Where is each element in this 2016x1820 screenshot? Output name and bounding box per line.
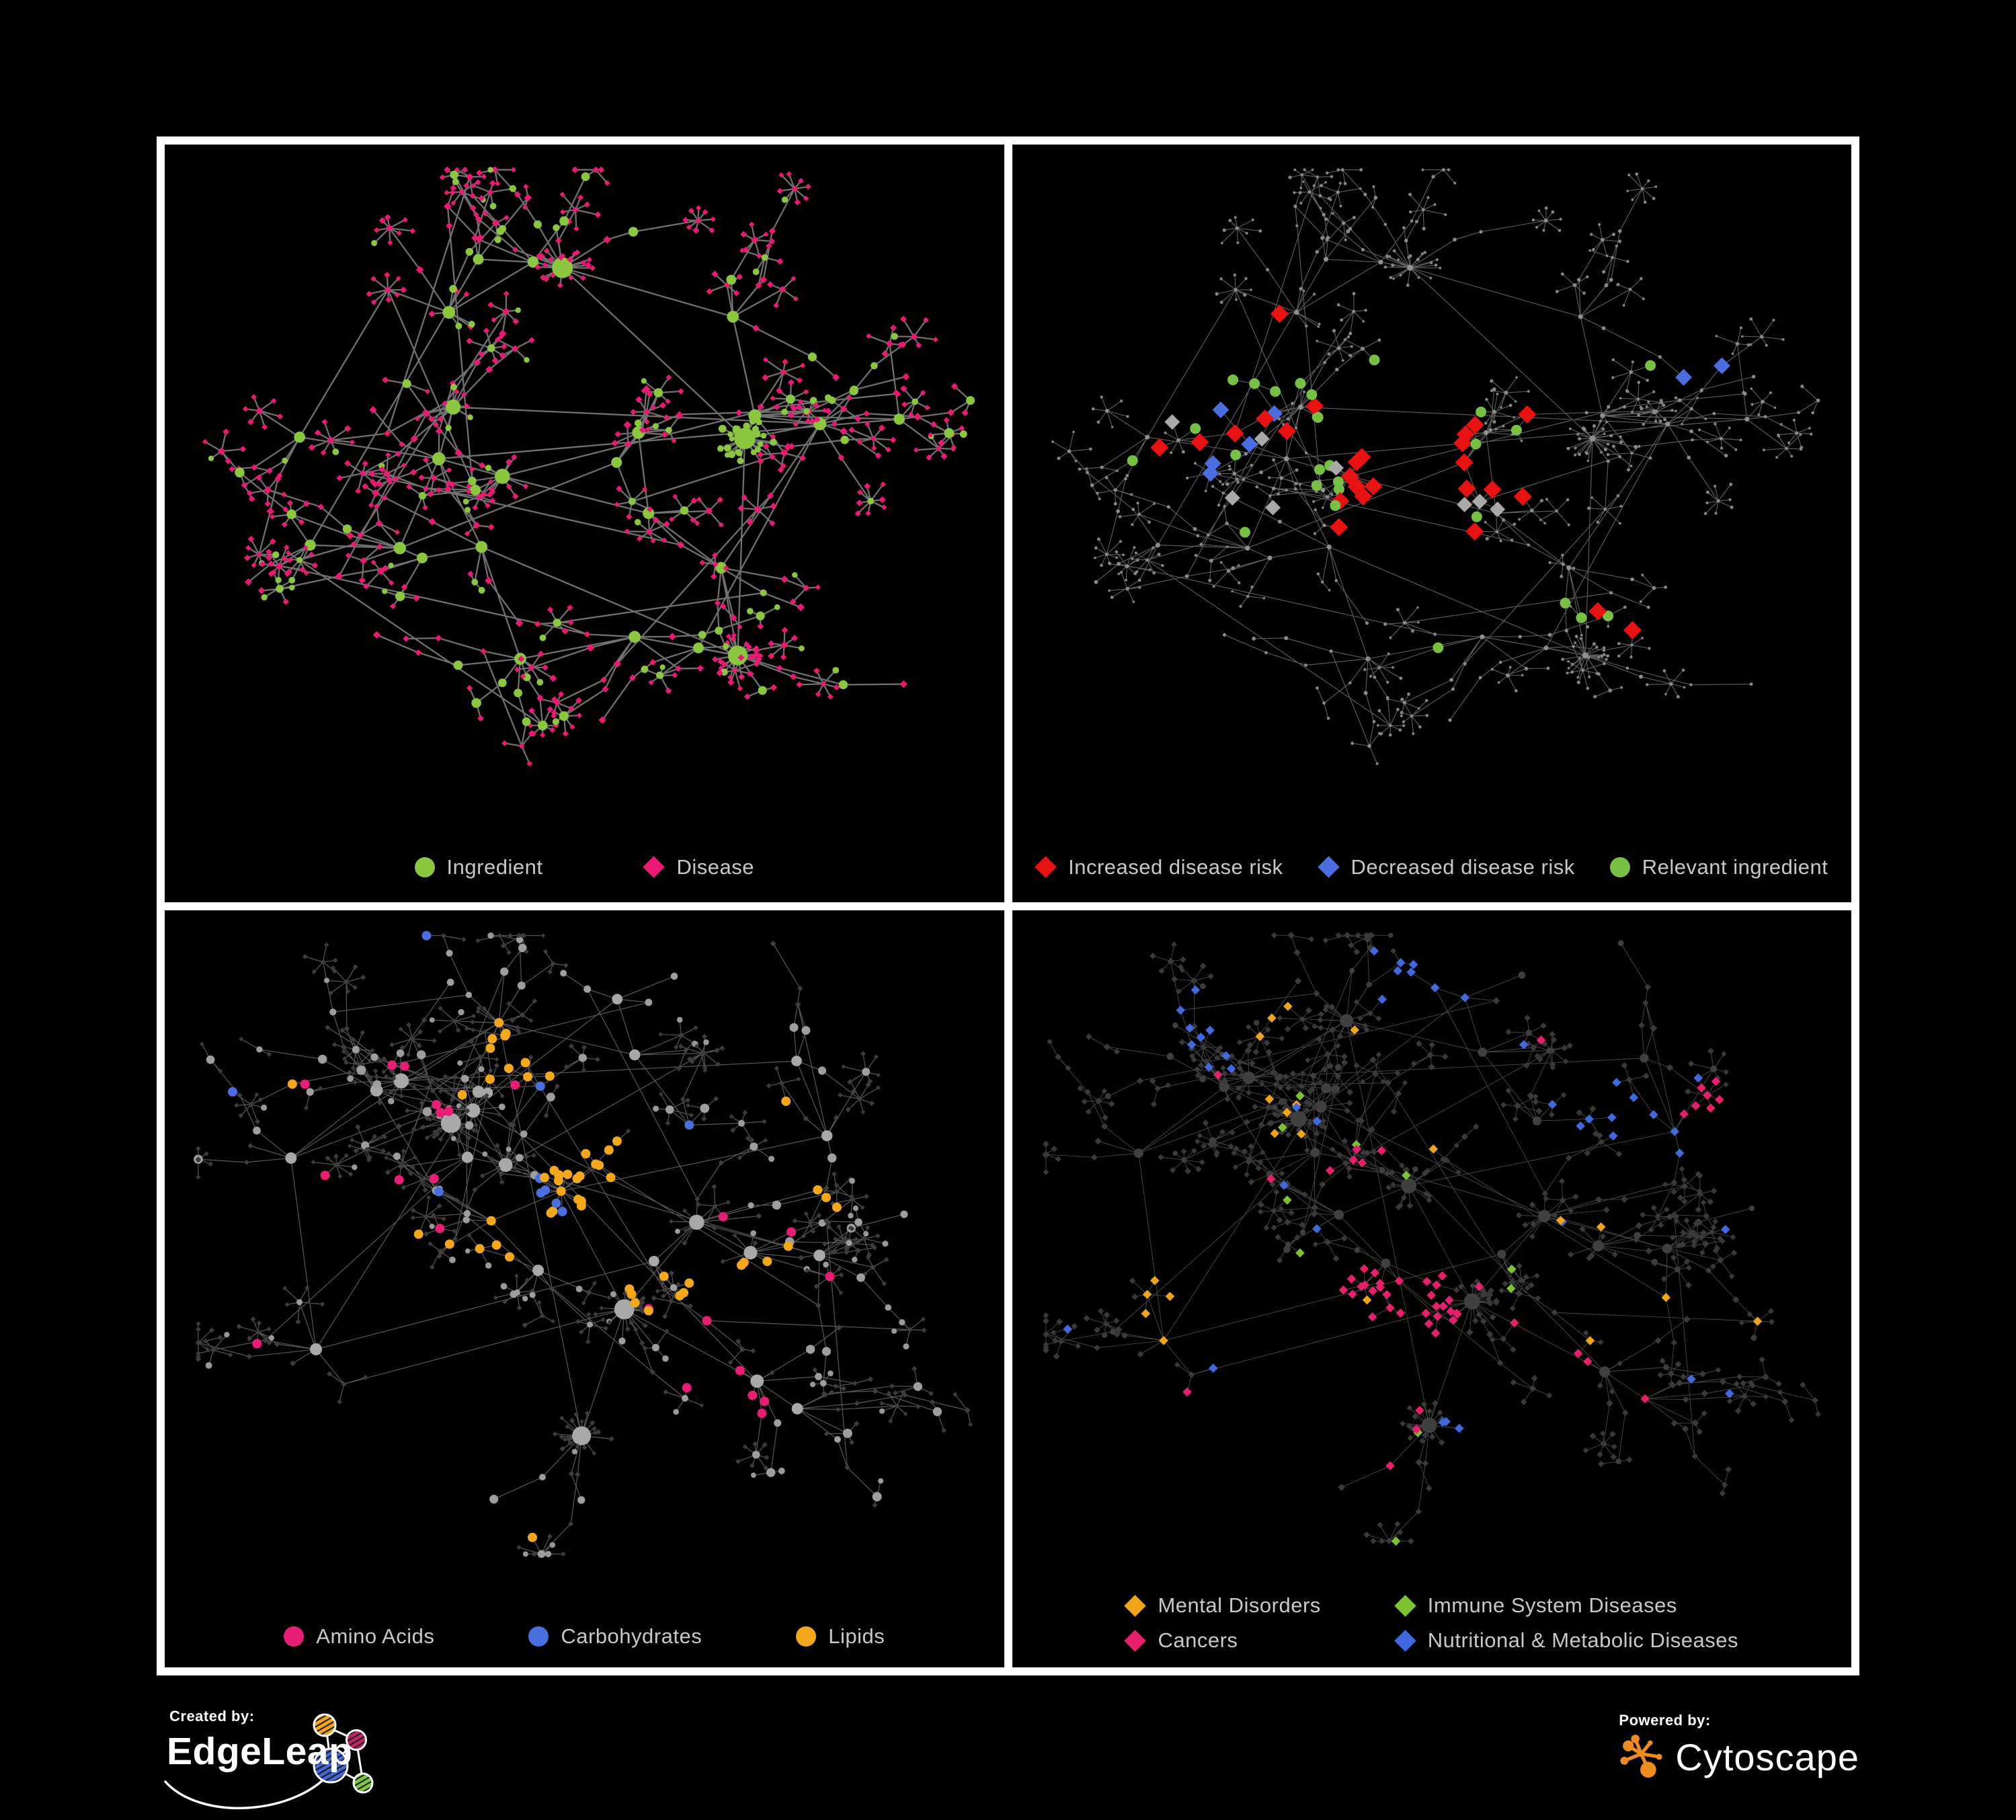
increased-risk-swatch-icon bbox=[1035, 856, 1057, 878]
amino-acids-swatch-icon bbox=[284, 1626, 305, 1647]
panel-disease-risk-network: Increased disease risk Decreased disease… bbox=[1012, 145, 1852, 902]
legend-label: Carbohydrates bbox=[561, 1624, 702, 1648]
cancers-swatch-icon bbox=[1124, 1629, 1147, 1652]
legend-item-nutritional-metabolic-diseases: Nutritional & Metabolic Diseases bbox=[1394, 1628, 1739, 1653]
carbohydrates-swatch-icon bbox=[528, 1626, 549, 1647]
panel-frame: Ingredient Disease Increased disease ris… bbox=[157, 136, 1859, 1675]
cytoscape-logo bbox=[1620, 1735, 1663, 1778]
legend-label: Disease bbox=[676, 855, 754, 879]
legend-item-ingredient: Ingredient bbox=[414, 855, 543, 879]
legend-item-disease: Disease bbox=[643, 855, 754, 879]
nutrient-categories-legend: Amino Acids Carbohydrates Lipids bbox=[165, 1624, 1004, 1649]
legend-item-carbohydrates: Carbohydrates bbox=[528, 1624, 702, 1649]
legend-label: Ingredient bbox=[446, 855, 543, 879]
ingredient-disease-network-graph bbox=[202, 165, 975, 767]
powered-by-label: Powered by: bbox=[1619, 1712, 1711, 1729]
edgeleap-swoosh bbox=[164, 1772, 331, 1810]
lipids-swatch-icon bbox=[796, 1626, 817, 1647]
legend-item-increased-risk: Increased disease risk bbox=[1035, 855, 1283, 879]
legend-item-decreased-risk: Decreased disease risk bbox=[1317, 855, 1575, 879]
panel-disease-categories-network: Mental Disorders Immune System Diseases … bbox=[1012, 910, 1852, 1667]
edgeleap-logo bbox=[164, 1713, 374, 1810]
nutrient-categories-network-graph bbox=[194, 931, 973, 1558]
legend-item-cancers: Cancers bbox=[1124, 1628, 1320, 1653]
ingredient-swatch-icon bbox=[414, 857, 435, 877]
legend-item-lipids: Lipids bbox=[796, 1624, 885, 1649]
created-by-label: Created by: bbox=[169, 1708, 255, 1725]
edgeleap-branding: Created by: EdgeLeap bbox=[161, 1706, 457, 1817]
legend-label: Mental Disorders bbox=[1158, 1593, 1321, 1617]
legend-label: Decreased disease risk bbox=[1350, 855, 1575, 879]
disease-categories-network-graph bbox=[1042, 931, 1821, 1546]
legend-item-mental-disorders: Mental Disorders bbox=[1124, 1593, 1321, 1618]
mental-disorders-swatch-icon bbox=[1124, 1594, 1147, 1617]
decreased-risk-swatch-icon bbox=[1317, 856, 1340, 878]
panel-ingredient-disease-network: Ingredient Disease bbox=[165, 145, 1004, 902]
nutritional-metabolic-diseases-swatch-icon bbox=[1394, 1629, 1416, 1652]
legend-label: Lipids bbox=[828, 1624, 885, 1648]
legend-label: Amino Acids bbox=[316, 1624, 435, 1648]
legend-label: Nutritional & Metabolic Diseases bbox=[1427, 1628, 1739, 1652]
legend-label: Relevant ingredient bbox=[1642, 855, 1828, 879]
disease-risk-network-graph bbox=[1051, 168, 1820, 765]
disease-swatch-icon bbox=[643, 856, 666, 878]
legend-label: Immune System Diseases bbox=[1427, 1593, 1677, 1617]
legend-label: Cancers bbox=[1158, 1628, 1238, 1652]
legend-item-relevant-ingredient: Relevant ingredient bbox=[1609, 855, 1828, 879]
immune-system-diseases-swatch-icon bbox=[1394, 1594, 1416, 1617]
disease-categories-legend: Mental Disorders Immune System Diseases … bbox=[1012, 1593, 1852, 1653]
cytoscape-branding: Powered by: Cytoscape bbox=[1617, 1712, 1859, 1782]
legend-item-amino-acids: Amino Acids bbox=[284, 1624, 434, 1649]
edgeleap-brand-text: EdgeLeap bbox=[167, 1730, 353, 1773]
disease-risk-legend: Increased disease risk Decreased disease… bbox=[1012, 855, 1852, 879]
panel-nutrient-categories-network: Amino Acids Carbohydrates Lipids bbox=[165, 910, 1004, 1667]
relevant-ingredient-swatch-icon bbox=[1609, 857, 1630, 877]
cytoscape-brand-text: Cytoscape bbox=[1675, 1735, 1859, 1778]
legend-label: Increased disease risk bbox=[1068, 855, 1283, 879]
ingredient-disease-legend: Ingredient Disease bbox=[165, 855, 1004, 879]
legend-item-immune-system-diseases: Immune System Diseases bbox=[1394, 1593, 1738, 1618]
